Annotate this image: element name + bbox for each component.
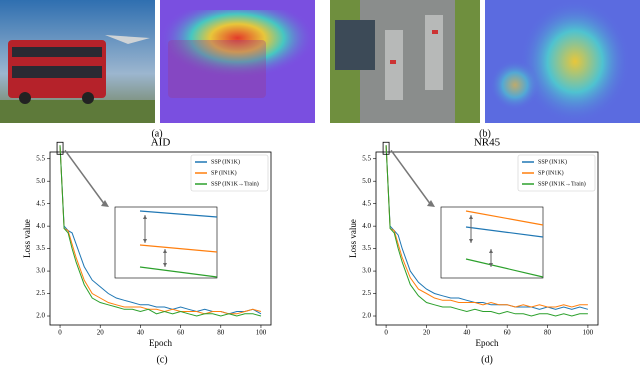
- legend-label: SP (IN1K): [538, 169, 564, 176]
- y-tick-label: 4.0: [362, 222, 371, 230]
- x-axis-label: Epoch: [476, 338, 499, 348]
- y-tick-label: 4.0: [36, 222, 45, 230]
- caption: (c): [156, 354, 167, 365]
- inset-frame: [114, 206, 218, 279]
- zoom-arrowhead: [427, 200, 435, 207]
- legend-label: SSP (IN1K): [211, 158, 240, 165]
- loss-line: [59, 145, 262, 317]
- loss-line: [385, 145, 589, 310]
- y-tick-label: 4.5: [362, 199, 371, 207]
- loss-line: [59, 145, 262, 315]
- zoom-box: [56, 141, 64, 155]
- zoom-arrow: [64, 149, 106, 206]
- y-tick-label: 3.0: [362, 267, 371, 275]
- zoom-arrow: [390, 149, 432, 206]
- heatmap-aerial: [485, 0, 640, 123]
- y-tick-label: 5.0: [362, 177, 371, 185]
- legend-box: [517, 154, 596, 192]
- x-tick-label: 20: [97, 329, 105, 337]
- photo-aerial: [330, 0, 480, 123]
- inset-line: [139, 244, 218, 253]
- inset-arrowhead: [489, 249, 493, 267]
- legend-label: SSP (IN1K→Train): [538, 180, 586, 187]
- y-tick-label: 2.5: [362, 289, 371, 297]
- y-tick-label: 5.5: [362, 154, 371, 162]
- legend-box: [190, 154, 269, 192]
- chart-title: AID: [151, 137, 171, 149]
- y-tick-label: 4.5: [36, 199, 45, 207]
- plot-frame: [49, 151, 272, 326]
- x-tick-label: 80: [217, 329, 225, 337]
- chart-title: NR45: [474, 137, 501, 149]
- y-tick-label: 3.5: [362, 244, 371, 252]
- y-axis-label: Loss value: [22, 219, 32, 258]
- y-tick-label: 5.5: [36, 154, 45, 162]
- x-tick-label: 0: [58, 329, 62, 337]
- y-tick-label: 3.0: [36, 267, 45, 275]
- loss-line: [385, 145, 588, 317]
- inset-frame: [440, 206, 544, 279]
- caption: (b): [479, 128, 491, 139]
- y-axis-label: Loss value: [348, 219, 358, 258]
- zoom-box: [382, 141, 390, 155]
- zoom-arrowhead: [101, 200, 109, 207]
- legend-label: SP (IN1K): [211, 169, 237, 176]
- y-tick-label: 5.0: [36, 177, 45, 185]
- heatmap-bus: [160, 0, 315, 123]
- x-tick-label: 20: [423, 329, 431, 337]
- legend-label: SSP (IN1K): [538, 158, 567, 165]
- loss-line: [385, 145, 588, 308]
- x-tick-label: 100: [256, 329, 267, 337]
- y-tick-label: 2.5: [36, 289, 45, 297]
- x-tick-label: 60: [177, 329, 185, 337]
- photo-bus: [0, 0, 155, 123]
- inset-line: [139, 210, 218, 218]
- caption: (a): [151, 128, 162, 139]
- inset-arrowhead: [163, 249, 167, 267]
- x-tick-label: 60: [504, 329, 512, 337]
- x-tick-label: 80: [544, 329, 552, 337]
- y-tick-label: 2.0: [36, 312, 45, 320]
- caption: (d): [481, 354, 493, 365]
- inset-line: [465, 210, 544, 226]
- inset-line: [139, 266, 218, 278]
- x-tick-label: 100: [583, 329, 594, 337]
- x-tick-label: 0: [384, 329, 388, 337]
- inset-line: [465, 258, 544, 278]
- plot-frame: [375, 151, 599, 326]
- y-tick-label: 2.0: [362, 312, 371, 320]
- y-tick-label: 3.5: [36, 244, 45, 252]
- x-tick-label: 40: [137, 329, 145, 337]
- x-axis-label: Epoch: [149, 338, 172, 348]
- legend-label: SSP (IN1K→Train): [211, 180, 259, 187]
- inset-line: [465, 226, 544, 238]
- x-tick-label: 40: [463, 329, 471, 337]
